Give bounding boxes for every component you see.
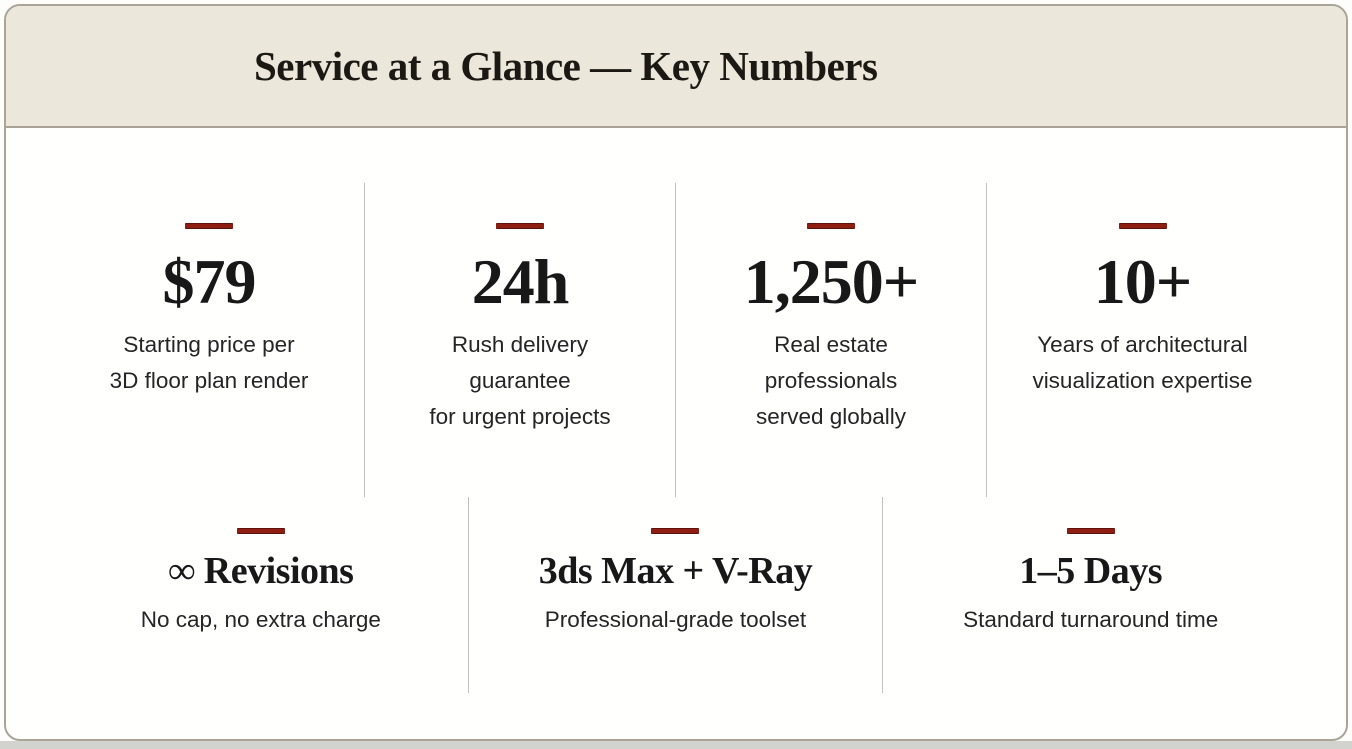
stat-caption: No cap, no extra charge <box>140 606 381 632</box>
stat-caption: Professional-grade toolset <box>544 606 807 632</box>
stat-caption: Real estate professionals served globall… <box>755 331 907 429</box>
stat-value: 1,250+ <box>743 246 919 317</box>
card-header: Service at a Glance — Key Numbers <box>6 6 1346 128</box>
stat-rush-delivery: 24h Rush delivery guarantee for urgent p… <box>365 183 676 497</box>
accent-dash-icon <box>236 528 285 534</box>
stat-starting-price: $79 Starting price per 3D floor plan ren… <box>54 183 365 497</box>
stat-revisions: ∞ Revisions No cap, no extra charge <box>54 497 469 693</box>
stats-row-secondary: ∞ Revisions No cap, no extra charge 3ds … <box>54 497 1298 693</box>
stat-caption: Standard turnaround time <box>963 606 1219 632</box>
card-body: $79 Starting price per 3D floor plan ren… <box>6 183 1346 693</box>
stat-caption: Rush delivery guarantee for urgent proje… <box>429 331 611 429</box>
stat-value: 24h <box>471 246 570 317</box>
stat-value: 1–5 Days <box>1019 550 1163 592</box>
stat-professionals-served: 1,250+ Real estate professionals served … <box>676 183 987 497</box>
stat-toolset: 3ds Max + V-Ray Professional-grade tools… <box>469 497 884 693</box>
stat-caption: Years of architectural visualization exp… <box>1032 331 1253 393</box>
stat-value: ∞ Revisions <box>168 550 354 592</box>
key-numbers-card: Service at a Glance — Key Numbers $79 St… <box>4 4 1348 741</box>
accent-dash-icon <box>1066 528 1115 534</box>
accent-dash-icon <box>185 223 233 229</box>
stat-turnaround: 1–5 Days Standard turnaround time <box>883 497 1298 693</box>
stat-value: 3ds Max + V-Ray <box>538 550 813 592</box>
page-title: Service at a Glance — Key Numbers <box>254 43 878 89</box>
stat-value: $79 <box>162 246 257 317</box>
stat-years-expertise: 10+ Years of architectural visualization… <box>987 183 1298 497</box>
stat-value: 10+ <box>1093 246 1192 317</box>
accent-dash-icon <box>1118 223 1167 229</box>
stat-caption: Starting price per 3D floor plan render <box>109 331 309 393</box>
accent-dash-icon <box>496 223 544 229</box>
page-bottom-shadow <box>0 741 1352 749</box>
accent-dash-icon <box>807 223 855 229</box>
accent-dash-icon <box>651 528 700 534</box>
stats-row-primary: $79 Starting price per 3D floor plan ren… <box>54 183 1298 497</box>
